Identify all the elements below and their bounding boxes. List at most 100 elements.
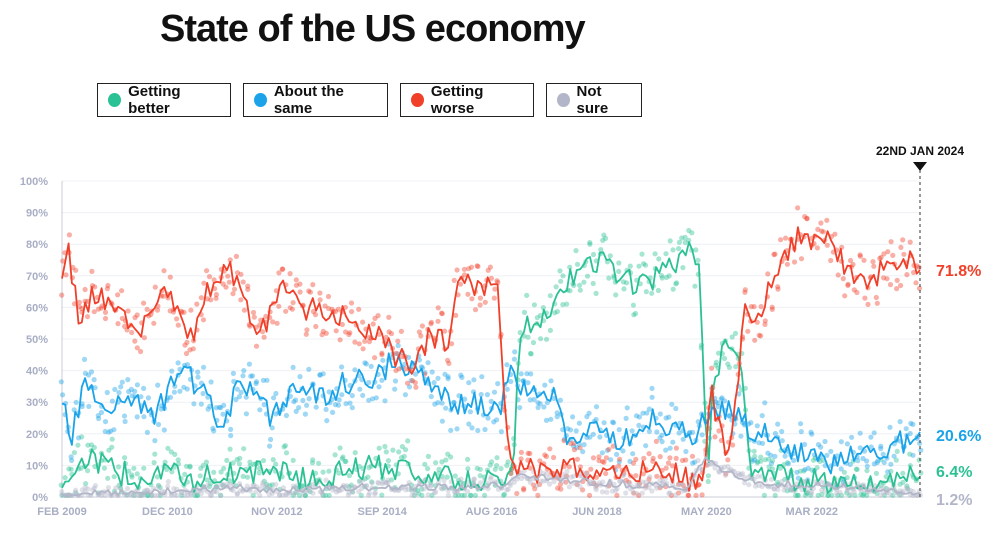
scatter-point	[159, 488, 165, 494]
scatter-point	[525, 334, 531, 340]
end-value-label: 20.6%	[936, 428, 981, 445]
scatter-point	[398, 328, 404, 334]
scatter-point	[845, 281, 851, 287]
scatter-point	[349, 405, 355, 411]
scatter-point	[105, 485, 111, 491]
scatter-point	[783, 235, 789, 241]
scatter-point	[234, 457, 240, 463]
scatter-point	[656, 256, 662, 262]
scatter-point	[754, 460, 760, 466]
scatter-point	[894, 277, 900, 283]
scatter-point	[752, 457, 758, 463]
scatter-point	[900, 470, 906, 476]
scatter-point	[372, 355, 378, 361]
scatter-point	[910, 452, 916, 458]
scatter-point	[263, 313, 269, 319]
scatter-point	[390, 447, 396, 453]
scatter-point	[396, 449, 402, 455]
scatter-point	[689, 230, 695, 236]
scatter-point	[101, 465, 107, 471]
scatter-point	[326, 492, 332, 498]
scatter-point	[779, 438, 785, 444]
scatter-point	[844, 490, 850, 496]
scatter-point	[393, 350, 399, 356]
scatter-point	[418, 364, 424, 370]
scatter-point	[317, 372, 323, 378]
legend-item-about-the-same[interactable]: About the same	[243, 83, 388, 117]
scatter-point	[451, 277, 457, 283]
scatter-point	[282, 443, 288, 449]
scatter-point	[174, 492, 180, 498]
scatter-point	[547, 293, 553, 299]
scatter-point	[442, 328, 448, 334]
scatter-point	[675, 490, 682, 496]
scatter-point	[357, 386, 363, 392]
scatter-point	[85, 468, 91, 474]
scatter-point	[537, 401, 543, 407]
scatter-point	[200, 317, 207, 323]
scatter-point	[165, 445, 171, 451]
scatter-point	[403, 447, 409, 453]
scatter-point	[425, 466, 431, 472]
scatter-point	[643, 443, 649, 449]
scatter-point	[375, 479, 381, 485]
scatter-point	[616, 268, 622, 274]
scatter-point	[726, 364, 733, 370]
scatter-point	[59, 292, 65, 298]
scatter-point	[260, 377, 267, 383]
scatter-point	[409, 492, 415, 498]
scatter-point	[204, 296, 210, 302]
scatter-point	[573, 248, 579, 254]
scatter-point	[303, 331, 309, 337]
scatter-point	[888, 492, 894, 498]
scatter-point	[462, 396, 468, 402]
scatter-point	[659, 275, 665, 281]
legend-item-not-sure[interactable]: Not sure	[546, 83, 642, 117]
scatter-point	[884, 276, 890, 282]
scatter-point	[824, 217, 830, 223]
scatter-point	[630, 489, 636, 495]
scatter-point	[540, 305, 546, 311]
scatter-point	[144, 306, 150, 312]
scatter-point	[332, 452, 338, 458]
scatter-point	[623, 490, 629, 496]
scatter-point	[217, 492, 224, 498]
scatter-point	[109, 444, 115, 450]
scatter-point	[646, 451, 652, 457]
scatter-point	[458, 476, 464, 482]
scatter-point	[501, 491, 508, 497]
scatter-point	[682, 239, 688, 245]
scatter-point	[283, 412, 289, 419]
scatter-point	[528, 371, 534, 377]
scatter-point	[289, 306, 295, 312]
scatter-point	[122, 323, 128, 329]
scatter-point	[454, 267, 460, 273]
scatter-point	[317, 290, 323, 296]
y-tick-label: 20%	[26, 429, 48, 441]
scatter-point	[445, 374, 451, 380]
scatter-point	[788, 487, 794, 493]
legend-item-getting-worse[interactable]: Getting worse	[400, 83, 534, 117]
scatter-point	[541, 478, 547, 484]
scatter-point	[525, 450, 531, 456]
scatter-point	[598, 247, 604, 253]
scatter-point	[102, 309, 109, 315]
x-tick-label: FEB 2009	[37, 506, 87, 518]
scatter-point	[154, 474, 160, 480]
scatter-point	[472, 307, 479, 313]
scatter-point	[396, 366, 402, 372]
scatter-point	[853, 466, 859, 472]
scatter-point	[531, 302, 538, 308]
scatter-point	[296, 405, 302, 411]
scatter-point	[742, 289, 748, 295]
scatter-point	[455, 477, 461, 483]
scatter-point	[636, 481, 642, 488]
legend-item-getting-better[interactable]: Getting better	[97, 83, 231, 117]
scatter-point	[66, 232, 72, 238]
scatter-point	[182, 342, 188, 348]
scatter-point	[785, 461, 792, 467]
scatter-point	[738, 433, 744, 439]
scatter-point	[158, 406, 164, 412]
scatter-point	[227, 478, 233, 484]
scatter-point	[690, 429, 696, 435]
